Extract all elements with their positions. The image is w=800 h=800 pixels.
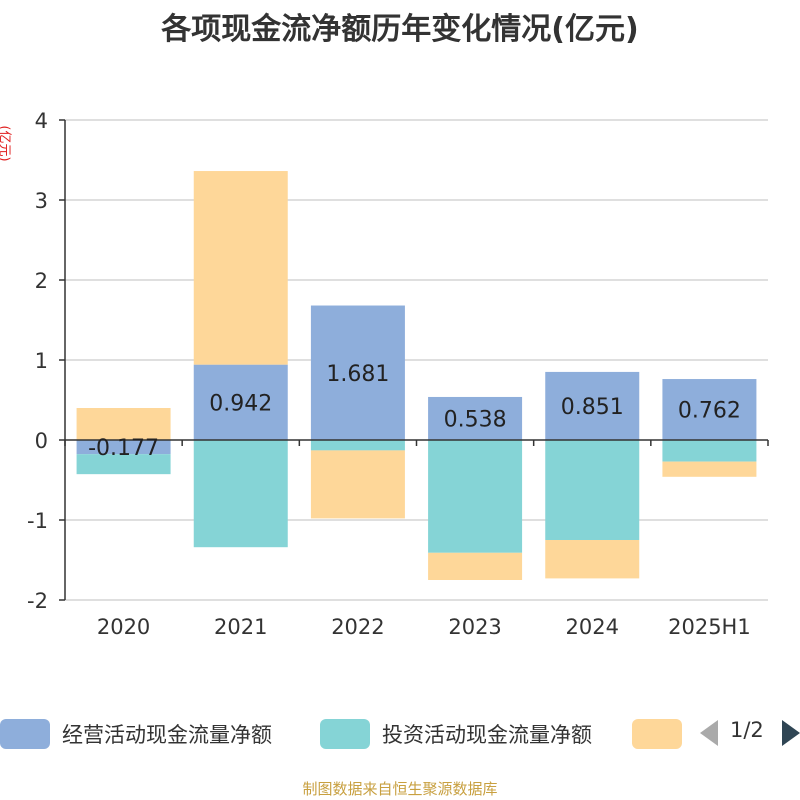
y-tick-label: -2 [27,589,48,613]
bar-segment [428,396,523,440]
y-tick-label: -1 [27,509,48,533]
legend-item-investing[interactable]: 投资活动现金流量净额 [320,712,592,756]
legend-prev-page-icon[interactable] [700,720,718,746]
chart-title: 各项现金流净额历年变化情况(亿元) [161,12,639,47]
x-tick-label: 2023 [448,615,501,639]
data-label: 0.851 [561,395,624,420]
legend-next-page-icon[interactable] [782,720,800,746]
y-tick-label: 0 [35,429,48,453]
bar-segment [76,440,171,455]
bar-segment [76,408,171,440]
y-tick-label: 2 [35,269,48,293]
legend-label-operating: 经营活动现金流量净额 [62,723,272,747]
bar-segment [193,171,288,365]
legend-swatch-third [632,719,682,749]
bar-segment [193,440,288,548]
bar-segment [662,440,757,462]
legend-item-third[interactable] [632,712,682,756]
bar-segment [662,379,757,440]
legend: 经营活动现金流量净额 投资活动现金流量净额 [0,712,800,756]
legend-swatch-investing [320,719,370,749]
x-tick-label: 2020 [97,615,150,639]
bar-segment [193,364,288,440]
legend-page-indicator: 1/2 [730,718,764,742]
data-label: 0.942 [209,391,272,416]
bar-segment [545,440,640,540]
x-tick-label: 2022 [331,615,384,639]
bar-segment [310,450,405,519]
bar-segment [310,440,405,451]
data-label: 0.538 [444,407,507,432]
bar-segment [545,540,640,579]
x-tick-label: 2021 [214,615,267,639]
bar-segment [76,454,171,475]
data-label: 1.681 [326,362,389,387]
bar-segment [428,552,523,580]
data-source-footer: 制图数据来自恒生聚源数据库 [302,780,498,798]
y-tick-label: 1 [35,349,48,373]
bar-segment [428,440,523,553]
bar-segment [310,305,405,440]
y-tick-label: 4 [35,109,48,133]
legend-label-investing: 投资活动现金流量净额 [382,723,592,747]
y-tick-label: 3 [35,189,48,213]
legend-swatch-operating [0,719,50,749]
x-tick-label: 2025H1 [668,615,751,639]
data-label: -0.177 [88,436,159,461]
x-tick-label: 2024 [566,615,619,639]
legend-item-operating[interactable]: 经营活动现金流量净额 [0,712,272,756]
bar-segment [545,371,640,440]
data-label: 0.762 [678,399,741,424]
bar-segment [662,461,757,477]
